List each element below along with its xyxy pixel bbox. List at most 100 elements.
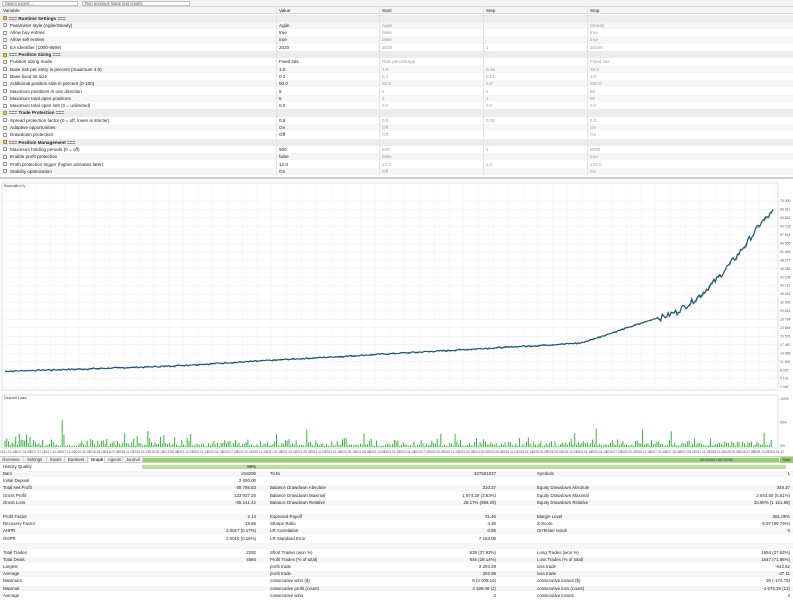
input-row[interactable]: Stability optimization On Off On <box>0 167 793 176</box>
input-step-cell[interactable] <box>486 139 586 146</box>
tab-backtest[interactable]: Backtest <box>66 457 88 463</box>
input-stop-cell[interactable]: On <box>590 132 597 138</box>
input-group-row[interactable]: === Position Management === <box>0 138 793 146</box>
input-variable-cell[interactable]: === Runtime Settings === <box>3 15 273 22</box>
input-variable-cell[interactable]: EA Identifier (1000-9599) <box>3 44 273 51</box>
input-start-cell[interactable]: Off <box>382 168 389 174</box>
input-variable-cell[interactable]: === Trade Protection === <box>3 109 273 116</box>
input-variable-cell[interactable]: Base fixed lot size <box>3 73 273 80</box>
optimize-checkbox[interactable] <box>3 30 7 35</box>
input-variable-cell[interactable]: Base risk per entry in percent (maximum … <box>3 66 273 73</box>
tab-agents[interactable]: Agents <box>108 457 123 463</box>
input-val-cell[interactable]: false <box>279 154 289 160</box>
input-start-cell[interactable] <box>382 51 482 58</box>
input-stop-cell[interactable]: On <box>590 168 597 174</box>
input-start-cell[interactable]: 50.0 <box>382 81 391 87</box>
input-variable-cell[interactable]: Drawdown protection <box>3 131 273 138</box>
input-stop-cell[interactable] <box>590 109 790 116</box>
input-row[interactable]: Position sizing mode Fixed lots Risk perce… <box>0 58 793 66</box>
input-step-cell[interactable]: 0.0 <box>486 103 493 109</box>
input-variable-cell[interactable]: Additional position size in percent (0-1… <box>3 80 273 87</box>
input-stop-cell[interactable]: Fixed lots <box>590 59 610 65</box>
input-stop-cell[interactable]: 1.0 <box>590 73 597 79</box>
input-step-cell[interactable] <box>486 51 586 58</box>
input-row[interactable]: Maximum positions in one direction 5 1 1 50 <box>0 87 793 95</box>
input-row[interactable]: Maximum total open positions 5 2 1 50 <box>0 94 793 103</box>
input-step-cell[interactable] <box>486 153 586 160</box>
optimize-checkbox[interactable] <box>3 59 7 64</box>
optimize-checkbox[interactable] <box>3 74 7 79</box>
input-val-cell[interactable]: Agile <box>279 22 290 28</box>
input-stop-cell[interactable]: Steady <box>590 22 605 28</box>
expand-icon[interactable] <box>3 110 7 115</box>
input-start-cell[interactable] <box>382 139 482 146</box>
input-stop-cell[interactable]: 5000 <box>590 146 601 152</box>
tab-overview[interactable]: Overview <box>0 457 24 463</box>
input-stop-cell[interactable]: 20200 <box>590 44 603 50</box>
input-step-cell[interactable]: 1 <box>486 95 489 101</box>
input-start-cell[interactable]: 0.5 <box>382 117 389 123</box>
column-header-val[interactable]: Value <box>279 8 291 13</box>
input-step-cell[interactable]: 0.01 <box>486 73 495 79</box>
input-step-cell[interactable] <box>486 124 586 131</box>
panel-splitter[interactable] <box>0 177 793 179</box>
input-step-cell[interactable] <box>486 15 586 22</box>
input-step-cell[interactable]: 1 <box>486 44 489 50</box>
start-button[interactable]: Start <box>780 457 793 463</box>
input-step-cell[interactable]: 1 <box>486 146 489 152</box>
input-val-cell[interactable]: 0.5 <box>279 117 286 123</box>
input-step-cell[interactable] <box>486 22 586 29</box>
input-row[interactable]: Base risk per entry in percent (maximum … <box>0 65 793 73</box>
input-stop-cell[interactable]: 50 <box>590 95 596 101</box>
input-variable-cell[interactable]: Maximum positions in one direction <box>3 88 273 95</box>
input-start-cell[interactable]: 0.1 <box>382 73 389 79</box>
input-row[interactable]: Base fixed lot size 0.2 0.1 0.01 1.0 <box>0 72 793 81</box>
input-variable-cell[interactable]: Maximum holding periods (0 = off) <box>3 146 273 153</box>
optimize-checkbox[interactable] <box>3 103 7 108</box>
input-val-cell[interactable]: 0.0 <box>279 103 286 109</box>
input-variable-cell[interactable]: Allow sell entries <box>3 36 273 43</box>
input-start-cell[interactable] <box>382 109 482 116</box>
input-val-cell[interactable]: 0.2 <box>279 73 286 79</box>
input-step-cell[interactable] <box>486 58 586 65</box>
input-variable-cell[interactable]: Profit protection trigger (higher activa… <box>3 161 273 168</box>
input-start-cell[interactable]: Risk percentage <box>382 59 416 65</box>
column-header-start[interactable]: Start <box>382 8 392 13</box>
input-val-cell[interactable]: true <box>279 30 287 36</box>
input-val-cell[interactable] <box>279 51 377 58</box>
input-val-cell[interactable]: true <box>279 37 287 43</box>
input-val-cell[interactable] <box>279 109 377 116</box>
input-variable-cell[interactable]: === Position Management === <box>3 139 273 146</box>
optimize-checkbox[interactable] <box>3 67 7 72</box>
input-start-cell[interactable]: Off <box>382 125 389 130</box>
input-step-cell[interactable]: 5.0 <box>486 81 493 87</box>
input-start-cell[interactable] <box>382 15 482 22</box>
test-select[interactable]: Run previous stage test results <box>82 1 190 6</box>
optimize-checkbox[interactable] <box>3 81 7 86</box>
input-row[interactable]: Adaptive opportunities On Off On <box>0 124 793 132</box>
input-step-cell[interactable]: 0.15 <box>486 66 495 72</box>
input-variable-cell[interactable]: Enable profit protection <box>3 153 273 160</box>
expand-icon[interactable] <box>3 140 7 145</box>
optimize-checkbox[interactable] <box>3 96 7 101</box>
input-variable-cell[interactable]: Position sizing mode <box>3 58 273 65</box>
optimize-checkbox[interactable] <box>3 147 7 152</box>
input-row[interactable]: Allow buy entries true false true <box>0 29 793 37</box>
tab-graph[interactable]: Graph <box>89 457 105 463</box>
input-start-cell[interactable]: Agile <box>382 22 393 28</box>
column-header-step[interactable]: Step <box>486 8 496 13</box>
input-stop-cell[interactable]: true <box>590 154 598 160</box>
input-start-cell[interactable]: 2020 <box>382 44 393 50</box>
input-row[interactable]: Maximum total open lots (0 = unlimited) 0… <box>0 102 793 110</box>
expert-select[interactable]: Select expert... <box>2 1 78 6</box>
input-val-cell[interactable]: On <box>279 125 286 130</box>
input-start-cell[interactable]: 1 <box>382 88 385 94</box>
input-val-cell[interactable]: 5 <box>279 88 282 94</box>
tab-journal[interactable]: Journal <box>124 457 143 463</box>
input-stop-cell[interactable]: 500.0 <box>590 81 602 87</box>
expand-icon[interactable] <box>3 16 7 20</box>
optimize-checkbox[interactable] <box>3 132 7 137</box>
input-step-cell[interactable]: 1 <box>486 88 489 94</box>
column-header-stop[interactable]: Stop <box>590 8 600 13</box>
input-start-cell[interactable]: 1.0 <box>382 66 389 72</box>
